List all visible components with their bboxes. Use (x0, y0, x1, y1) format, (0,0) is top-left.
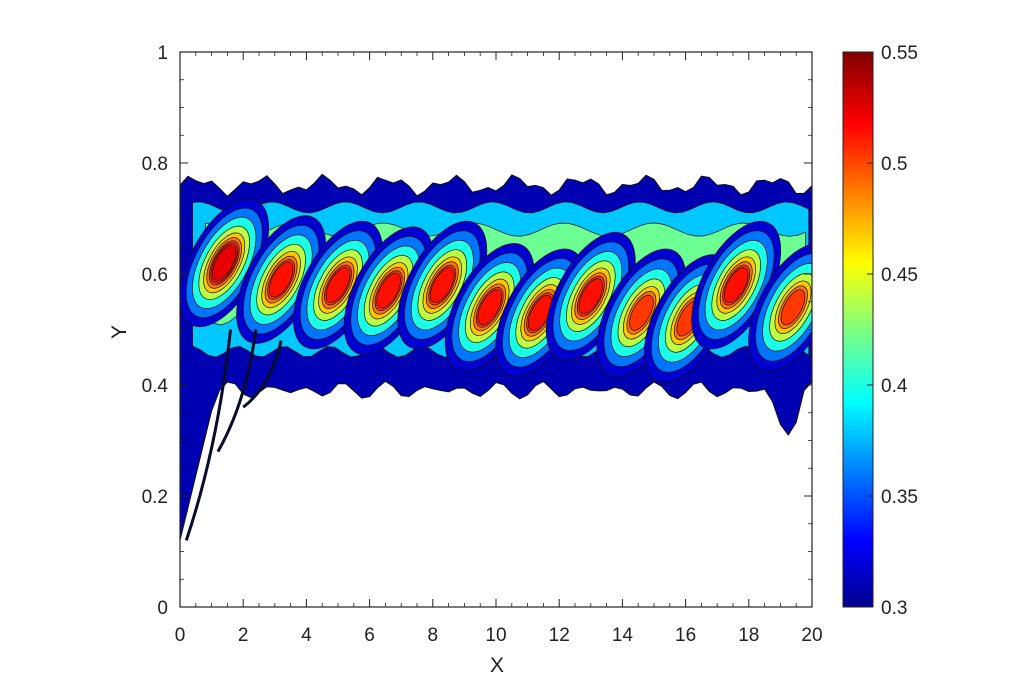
x-tick-label: 4 (301, 625, 312, 646)
peak-11 (691, 220, 782, 350)
x-tick-label: 2 (238, 625, 249, 646)
peak-3 (293, 220, 383, 350)
filament-line (184, 329, 233, 541)
contour-level (376, 272, 401, 309)
colorbar-tick-label: 0.3 (881, 598, 907, 619)
peak-6 (444, 243, 535, 372)
colorbar-tick-label: 0.55 (881, 43, 918, 64)
contour-level (268, 261, 294, 298)
x-tick-label: 6 (364, 625, 375, 646)
x-tick-label: 10 (485, 625, 506, 646)
filament-line (242, 340, 283, 409)
contour-level (578, 278, 604, 315)
y-tick-label: 0.2 (142, 487, 168, 508)
y-tick-label: 0 (157, 598, 168, 619)
contour-level (723, 267, 749, 303)
colorbar (842, 51, 874, 608)
contour-level (477, 289, 502, 326)
y-tick-label: 0.6 (142, 265, 168, 286)
y-tick-label: 0.4 (142, 376, 169, 397)
x-tick-label: 0 (175, 625, 186, 646)
colorbar-tick-label: 0.35 (881, 487, 918, 508)
colorbar-tick-label: 0.45 (881, 265, 918, 286)
y-axis: 0 0.2 0.4 0.6 0.8 1 (142, 43, 812, 619)
y-tick-label: 1 (157, 43, 168, 64)
x-axis-title: X (490, 654, 504, 677)
x-tick-label: 18 (738, 625, 759, 646)
contour-level (430, 267, 455, 303)
y-tick-label: 0.8 (142, 154, 168, 175)
x-tick-label: 16 (675, 625, 696, 646)
colorbar-tick-label: 0.5 (881, 154, 907, 175)
x-tick-label: 8 (428, 625, 439, 646)
peak-1 (180, 198, 270, 328)
x-tick-label: 12 (549, 625, 570, 646)
peak-8 (545, 232, 636, 361)
colorbar-axis: 0.3 0.35 0.4 0.45 0.5 0.55 (867, 43, 918, 619)
contour-field (180, 173, 812, 541)
peak-5 (397, 220, 488, 350)
x-tick-label: 20 (801, 625, 822, 646)
peak-2 (236, 215, 326, 344)
x-axis: 0 2 4 6 8 10 12 14 16 18 20 (175, 52, 823, 646)
colorbar-tick-label: 0.4 (881, 376, 908, 397)
contour-level (212, 245, 237, 281)
filaments (184, 329, 283, 541)
contour-level (629, 294, 654, 331)
contour-level (780, 289, 806, 326)
contour-level (325, 267, 351, 303)
y-axis-title: Y (108, 325, 131, 339)
x-tick-label: 14 (612, 625, 634, 646)
peak-9 (596, 248, 687, 377)
filament-line (216, 329, 258, 453)
